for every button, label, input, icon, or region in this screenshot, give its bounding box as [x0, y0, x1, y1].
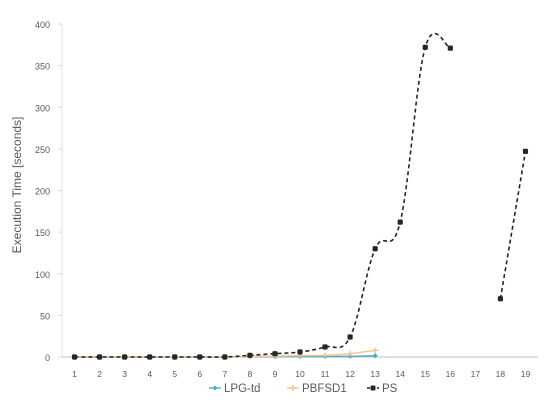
data-point [347, 334, 353, 340]
data-point [147, 354, 153, 360]
legend: LPG-td PBFSD1 PS [209, 383, 398, 395]
x-tick-label: 19 [521, 369, 531, 379]
legend-item: PS [367, 383, 398, 395]
x-tick-label: 15 [421, 369, 431, 379]
series-line [499, 151, 527, 299]
x-tick-label: 1 [72, 369, 77, 379]
data-point [522, 148, 529, 154]
legend-label: PBFSD1 [302, 383, 347, 395]
data-point [447, 45, 453, 51]
x-tick-label: 18 [496, 369, 506, 379]
x-tick-label: 16 [446, 369, 456, 379]
data-point [347, 350, 354, 357]
series-ps [71, 32, 529, 360]
data-point [222, 354, 228, 360]
x-tick-label: 5 [172, 369, 177, 379]
y-tick-label: 400 [35, 20, 50, 30]
legend-item: PBFSD1 [287, 383, 347, 395]
data-point [372, 246, 378, 252]
x-tick-label: 10 [295, 369, 305, 379]
data-point [397, 219, 403, 225]
y-tick-label: 250 [35, 145, 50, 155]
data-point [122, 354, 128, 360]
data-point [297, 349, 303, 355]
series-line [74, 32, 451, 358]
data-point [197, 354, 203, 360]
x-tick-label: 9 [273, 369, 278, 379]
data-point [247, 352, 253, 358]
y-tick-label: 200 [35, 187, 50, 197]
data-point [172, 354, 178, 360]
y-tick-label: 150 [35, 228, 50, 238]
legend-item: LPG-td [209, 383, 260, 395]
x-tick-label: 2 [97, 369, 102, 379]
x-tick-label: 13 [370, 369, 380, 379]
legend-marker [212, 385, 218, 391]
y-tick-label: 300 [35, 103, 50, 113]
x-tick-label: 8 [248, 369, 253, 379]
data-point [71, 354, 78, 360]
data-point [497, 296, 504, 302]
data-point [322, 344, 328, 350]
legend-marker [290, 385, 296, 391]
data-point [322, 352, 329, 359]
x-tick-label: 3 [122, 369, 127, 379]
y-tick-label: 350 [35, 62, 50, 72]
y-tick-label: 0 [45, 353, 50, 363]
y-tick-label: 50 [40, 311, 50, 321]
x-tick-label: 17 [471, 369, 481, 379]
data-point [96, 354, 103, 360]
x-tick-label: 7 [222, 369, 227, 379]
x-tick-label: 4 [147, 369, 152, 379]
y-axis-label: Execution Time [seconds] [10, 117, 24, 254]
x-tick-label: 14 [395, 369, 405, 379]
y-tick-label: 100 [35, 270, 50, 280]
data-point [372, 347, 379, 354]
x-tick-label: 6 [197, 369, 202, 379]
x-tick-label: 11 [321, 369, 330, 379]
data-point [372, 353, 378, 359]
data-point [422, 44, 428, 50]
x-tick-label: 12 [345, 369, 355, 379]
legend-label: PS [382, 383, 398, 395]
data-point [272, 351, 278, 357]
series-layer [71, 32, 529, 360]
legend-marker [370, 385, 376, 391]
legend-label: LPG-td [224, 383, 260, 395]
